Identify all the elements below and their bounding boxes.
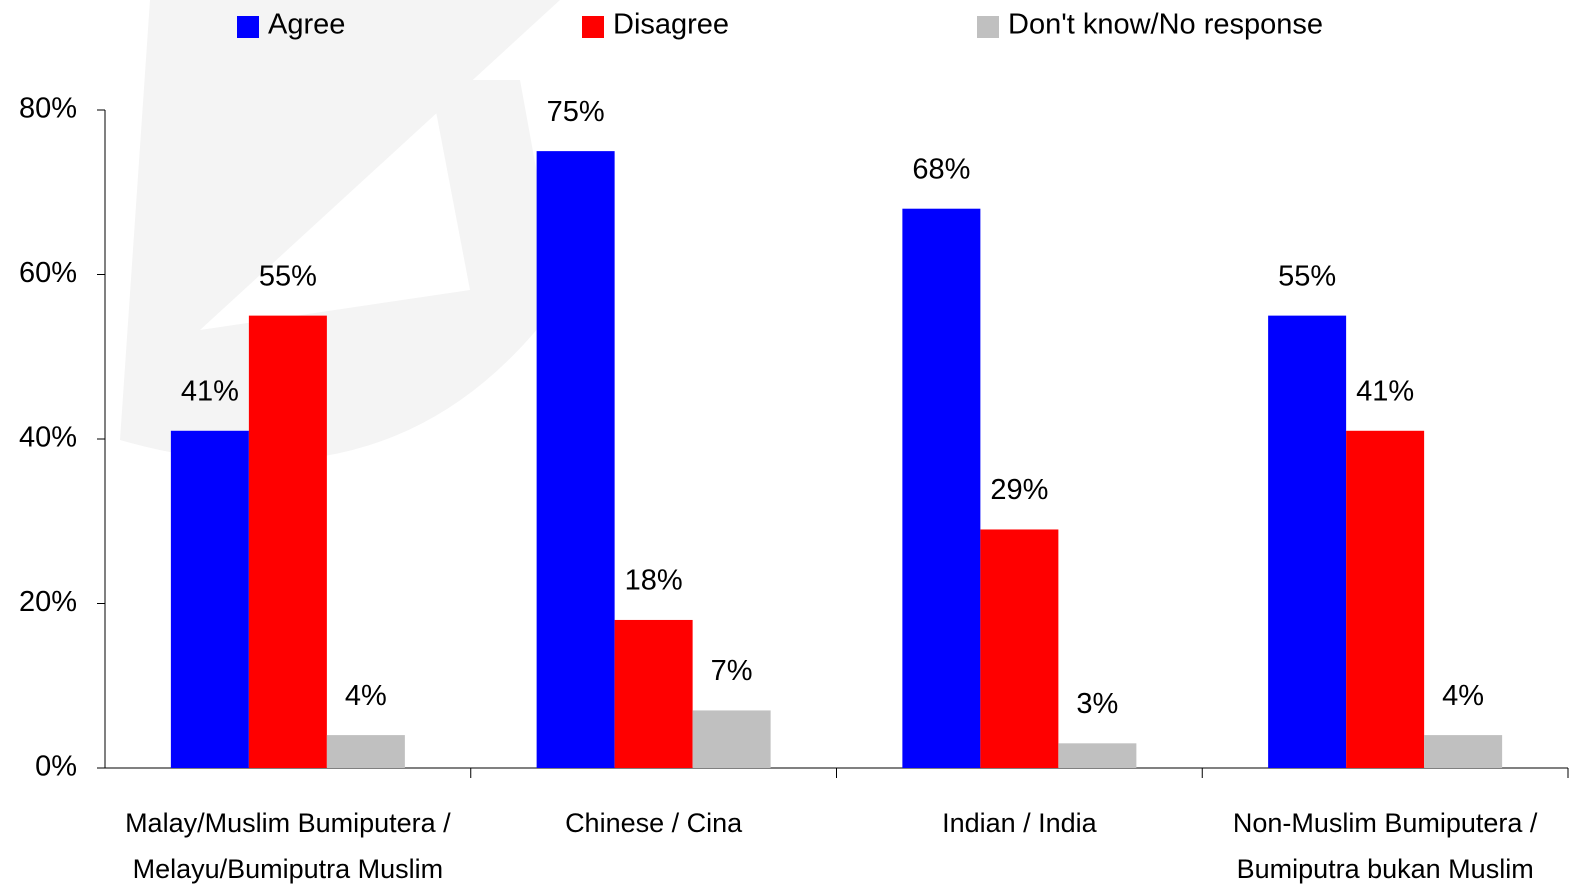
bar <box>1058 743 1137 768</box>
bar <box>170 430 249 768</box>
legend-swatch <box>582 16 604 38</box>
data-label: 4% <box>1442 680 1484 712</box>
legend-label: Disagree <box>613 9 729 41</box>
data-label: 7% <box>711 655 753 687</box>
bar <box>692 710 771 768</box>
y-tick-label: 20% <box>19 586 77 618</box>
y-tick-label: 40% <box>19 422 77 454</box>
legend-label: Don't know/No response <box>1008 9 1323 41</box>
data-label: 4% <box>345 680 387 712</box>
y-tick-label: 80% <box>19 93 77 125</box>
x-tick-label: Indian / India <box>942 808 1097 838</box>
data-label: 41% <box>1356 375 1414 407</box>
bar <box>1268 315 1347 768</box>
data-label: 55% <box>259 260 317 292</box>
x-tick-label: Chinese / Cina <box>565 808 743 838</box>
bar <box>980 529 1059 768</box>
y-tick-label: 0% <box>35 751 77 783</box>
bar <box>248 315 327 768</box>
y-tick-label: 60% <box>19 257 77 289</box>
legend-swatch <box>977 16 999 38</box>
data-label: 55% <box>1278 260 1336 292</box>
bar <box>326 735 405 768</box>
bar <box>1424 735 1503 768</box>
watermark <box>120 0 560 462</box>
legend-swatch <box>237 16 259 38</box>
data-label: 41% <box>181 375 239 407</box>
data-label: 75% <box>547 96 605 128</box>
data-label: 29% <box>990 474 1048 506</box>
bar <box>536 151 615 768</box>
data-label: 18% <box>625 565 683 597</box>
x-tick-label: Malay/Muslim Bumiputera / Melayu/Bumiput… <box>125 808 451 884</box>
x-tick-label: Non-Muslim Bumiputera / Bumiputra bukan … <box>1232 808 1538 884</box>
data-label: 3% <box>1076 688 1118 720</box>
bar <box>614 619 693 768</box>
data-label: 68% <box>912 153 970 185</box>
bar <box>1346 430 1425 768</box>
legend-label: Agree <box>268 9 345 41</box>
bar <box>902 208 981 768</box>
